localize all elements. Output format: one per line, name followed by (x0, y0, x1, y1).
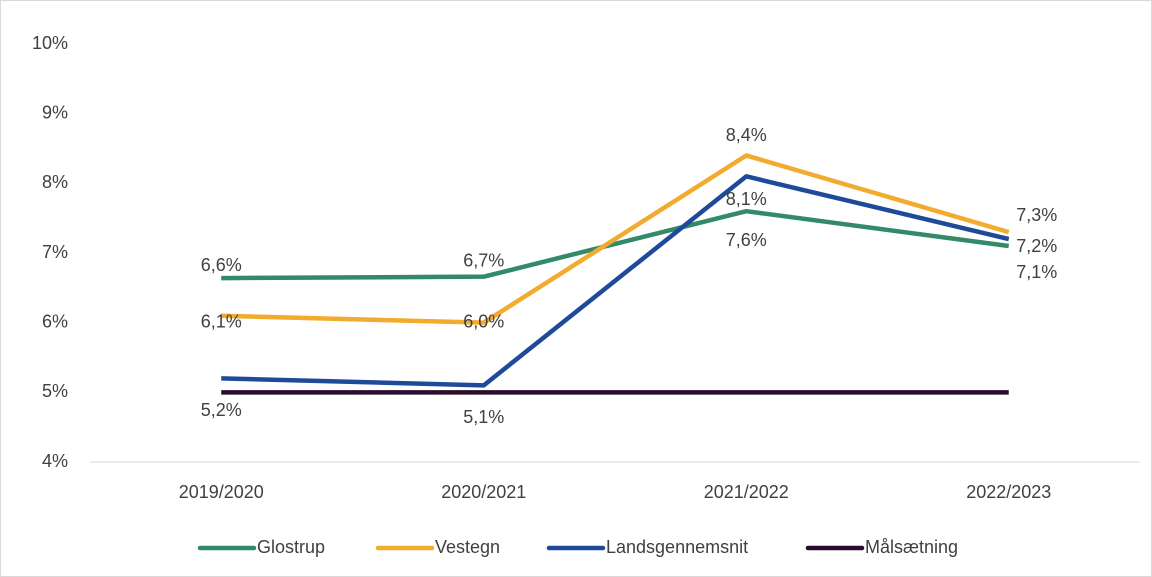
data-label: 7,6% (726, 230, 767, 250)
data-label: 7,1% (1016, 262, 1057, 282)
data-label: 6,6% (201, 255, 242, 275)
y-tick-label: 6% (42, 311, 68, 331)
data-label: 7,2% (1016, 236, 1057, 256)
y-tick-label: 10% (32, 33, 68, 53)
x-tick-label: 2021/2022 (704, 482, 789, 502)
series-line (221, 208, 1010, 281)
data-label: 5,1% (463, 407, 504, 427)
data-label: 6,0% (463, 311, 504, 331)
data-label: 6,7% (463, 250, 504, 270)
legend-label: Vestegn (435, 537, 500, 557)
legend-label: Landsgennemsnit (606, 537, 748, 557)
y-tick-label: 4% (42, 451, 68, 471)
y-tick-label: 9% (42, 102, 68, 122)
series-line (221, 174, 1010, 388)
x-tick-label: 2020/2021 (441, 482, 526, 502)
data-label: 7,3% (1016, 205, 1057, 225)
data-label: 8,4% (726, 125, 767, 145)
data-label: 6,1% (201, 311, 242, 331)
x-tick-label: 2019/2020 (179, 482, 264, 502)
y-tick-label: 8% (42, 172, 68, 192)
data-label: 5,2% (201, 400, 242, 420)
y-tick-label: 5% (42, 381, 68, 401)
legend-label: Glostrup (257, 537, 325, 557)
y-tick-label: 7% (42, 242, 68, 262)
series-line (221, 153, 1010, 325)
legend-label: Målsætning (865, 537, 958, 557)
data-label: 8,1% (726, 189, 767, 209)
x-tick-label: 2022/2023 (966, 482, 1051, 502)
